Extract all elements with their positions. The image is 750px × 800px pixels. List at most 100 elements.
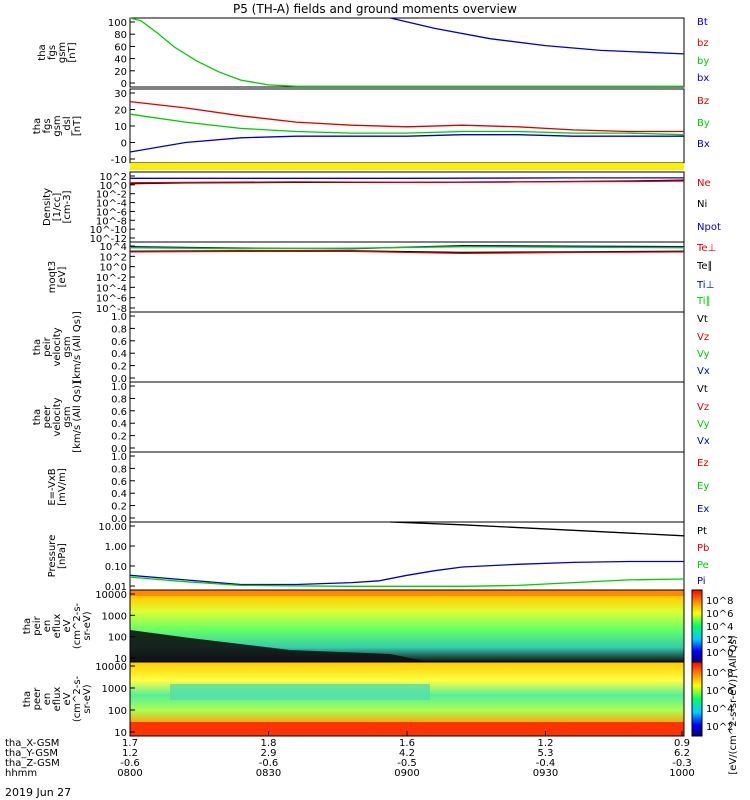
y-axis-label: (cm^2-s- [72,602,83,649]
x-row-label: hhmm [5,768,37,779]
y-tick-label: 30 [114,89,127,100]
y-axis-label: velocity [52,397,63,436]
y-tick-label: 60 [114,42,127,53]
y-axis-label: tha [22,618,33,634]
x-tick-label: 1.2 [538,738,554,749]
y-tick-label: 10^0 [100,263,127,274]
spectrogram-mid-band [170,684,430,700]
y-tick-label: 10^-4 [96,199,127,210]
y-tick-label: 1.00 [105,542,127,553]
y-tick-label: 1000 [102,611,127,622]
y-tick-label: 1.0 [111,382,127,393]
y-axis-label: moqt3 [47,261,58,294]
panel-density: 10^210^010^-210^-410^-610^-810^-1010^-12… [42,163,721,245]
colorbar-tick-label: 10^6 [706,609,733,620]
y-axis-label: peer [42,405,53,429]
panel-pressure: 10.00 1.00 0.10 0.01 Pressure [nPa] Pt Pb Pe Pi [47,521,709,593]
y-tick-label: 10 [114,728,127,739]
series-line-Pi [129,560,684,586]
spectrogram-dark-region [130,630,430,662]
y-axis-label: eflux [52,614,63,639]
series-line-Bz [129,100,684,133]
y-tick-label: 10^-10 [90,225,127,236]
y-tick-label: 100 [108,633,127,644]
y-axis-label: eV [62,619,73,632]
y-axis-label: fgs [47,45,58,60]
legend-entry: Vt [697,314,708,325]
series-line-Ti∥ [129,246,685,250]
y-axis-label: (cm^2-s- [72,675,83,722]
y-axis-label: tha [32,409,43,425]
y-axis-label: sr-eV) [82,611,93,640]
legend-entry: By [697,118,710,129]
x-tick-label: 5.3 [538,748,554,759]
panel-frame [129,381,685,453]
x-tick-label: 6.2 [674,748,690,759]
y-tick-label: 10^-8 [96,304,127,315]
y-tick-label: 0.0 [111,374,127,385]
x-tick-label: -0.5 [397,758,417,769]
spectrogram-top-band [130,590,684,596]
y-axis-label: _dsl [62,116,73,136]
panel-peir_velocity: 1.00.8 0.60.4 0.20.0 tha peir velocity gsm [km/… [32,311,710,385]
y-axis-label: Pressure [47,535,58,578]
x-tick-label: 1.2 [122,748,138,759]
y-axis-label: [km/s (All Qs)] [72,311,83,383]
y-tick-label: 0.10 [105,562,127,573]
x-tick-label: 0.9 [674,738,690,749]
y-tick-label: 100 [108,706,127,717]
y-tick-label: -10 [111,155,127,166]
y-tick-label: 10000 [95,662,127,673]
y-tick-label: 0.0 [111,444,127,455]
x-tick-label: -0.6 [259,758,279,769]
y-tick-label: 10^-8 [96,216,127,227]
panel-efield: 1.00.8 0.60.4 0.20.0 E=-VxB [mV/m] Ez Ey Ex [47,451,709,525]
y-tick-label: 0.4 [111,419,127,430]
y-tick-label: 0.2 [111,432,127,443]
y-axis-label: eflux [52,687,63,712]
y-tick-label: 0.6 [111,407,127,418]
y-tick-label: 1000 [102,684,127,695]
y-axis-label: velocity [52,327,63,366]
y-axis-label: Density [42,188,53,226]
y-axis-label: [cm-3] [62,190,73,223]
y-axis-label: [nPa] [57,543,68,569]
y-axis-label: [mV/m] [57,468,68,506]
x-tick-label: 2.9 [261,748,277,759]
x-tick-label: 0900 [394,768,419,779]
legend-entry: Te∥ [696,261,713,272]
y-axis-label: sr-eV) [82,684,93,713]
y-tick-label: 0.2 [111,362,127,373]
series-line-Bt [390,17,685,55]
y-tick-label: 0 [121,79,127,90]
colorbar-tick-label: 10^8 [706,596,733,607]
colorbar-tick-label: 10^4 [706,622,733,633]
y-tick-label: 10 [114,654,127,665]
legend-entry: Ey [697,481,709,492]
y-tick-label: 0.4 [111,489,127,500]
y-tick-label: 0.6 [111,477,127,488]
y-tick-label: 20 [114,67,127,78]
y-axis-label: peir [42,336,53,356]
y-tick-label: 10^-6 [96,294,127,305]
y-tick-label: 0.8 [111,324,127,335]
legend-entry: Vt [697,384,708,395]
x-row-label: tha_Y-GSM [5,748,58,759]
y-axis-label: tha [22,691,33,707]
y-tick-label: 20 [114,106,127,117]
legend-entry: bx [697,73,709,84]
legend-entry: Bt [697,17,708,28]
series-line-by [129,17,684,87]
colorbar-label: [eV/(cm^2-s-sr-eV)] (All Qs) [728,635,739,774]
y-axis-label: E=-VxB [47,468,58,505]
y-tick-label: 10000 [95,590,127,601]
status-bar [130,163,684,170]
y-axis-label: tha [32,339,43,355]
legend-entry: Ni [697,199,707,210]
y-tick-label: 0.6 [111,337,127,348]
legend-entry: Pe [697,560,709,571]
y-tick-label: 10^2 [100,252,127,263]
